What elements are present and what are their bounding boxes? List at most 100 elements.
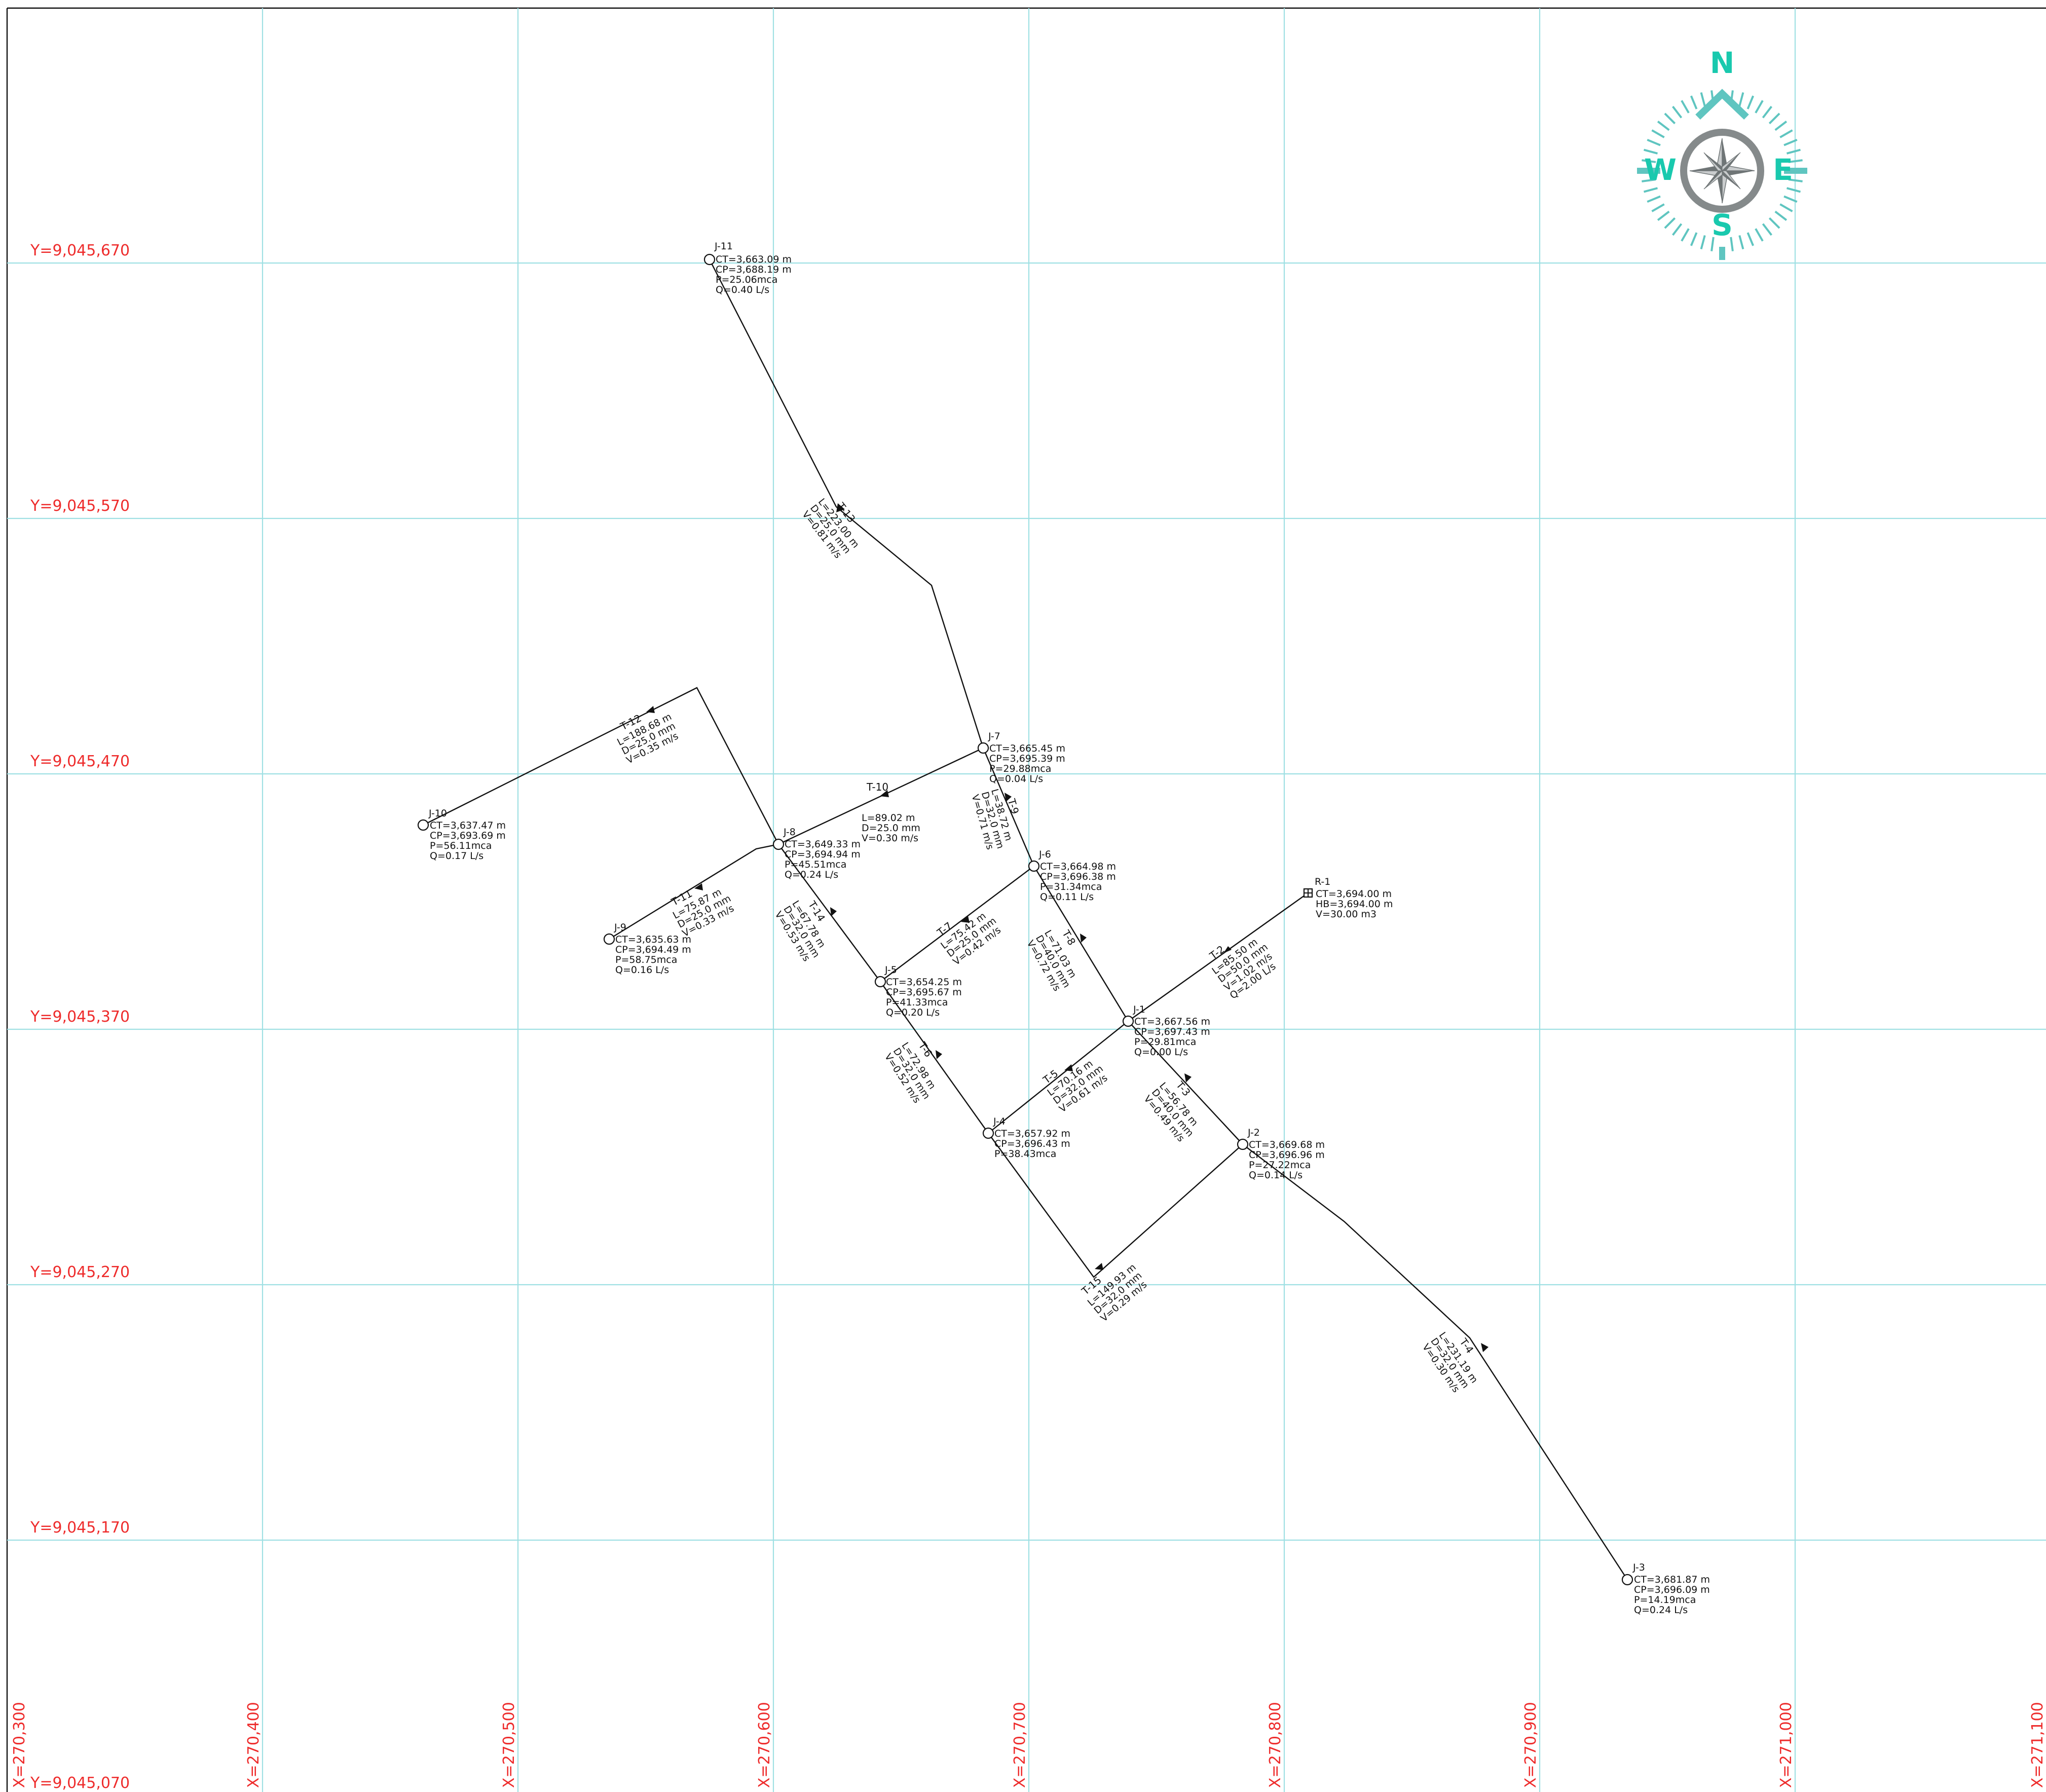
compass-tick bbox=[1642, 178, 1656, 182]
node-line: Q=0.14 L/s bbox=[1249, 1170, 1303, 1181]
compass-west-bar-icon bbox=[1637, 168, 1660, 174]
junction-j5[interactable] bbox=[874, 976, 886, 988]
label-t13: T-13 L=223.00 m D=25.0 mm V=0.81 m/s bbox=[800, 496, 861, 560]
flow-arrow-t9 bbox=[1005, 793, 1012, 802]
x-label: X=270,700 bbox=[1011, 1702, 1029, 1788]
compass-rose: N S E W bbox=[1637, 46, 1807, 260]
node-line: CP=3,696.43 m bbox=[994, 1138, 1070, 1149]
node-line: CT=3,649.33 m bbox=[785, 839, 861, 850]
compass-tick bbox=[1690, 95, 1698, 109]
node-line: P=14.19mca bbox=[1634, 1594, 1696, 1606]
junction-j10[interactable] bbox=[417, 819, 429, 831]
label-j3: J-3 CT=3,681.87 m CP=3,696.09 m P=14.19m… bbox=[1632, 1562, 1710, 1616]
compass-tick bbox=[1788, 178, 1803, 182]
x-label: X=270,900 bbox=[1522, 1702, 1540, 1788]
compass-e: E bbox=[1773, 153, 1793, 187]
pipe-t6[interactable] bbox=[880, 981, 989, 1134]
compass-tick bbox=[1779, 129, 1793, 138]
y-label: Y=9,045,070 bbox=[30, 1774, 130, 1792]
node-id: J-1 bbox=[1133, 1004, 1145, 1015]
compass-tick bbox=[1700, 92, 1706, 107]
label-t5: T-5 L=70.16 m D=32.0 mm V=0.61 m/s bbox=[1040, 1058, 1110, 1114]
pipe-t8[interactable] bbox=[1033, 866, 1129, 1022]
pipe-t13[interactable] bbox=[709, 259, 984, 749]
reservoir-r1[interactable] bbox=[1303, 888, 1313, 898]
flow-arrow-t11 bbox=[694, 883, 703, 890]
pipe-t11[interactable] bbox=[609, 843, 779, 940]
flow-arrow-t4 bbox=[1481, 1343, 1489, 1352]
x-coordinate-labels: X=270,300 X=270,400 X=270,500 X=270,600 … bbox=[11, 1702, 2046, 1788]
pipe-t9[interactable] bbox=[982, 748, 1035, 867]
node-line: P=38.43mca bbox=[994, 1148, 1056, 1160]
pipe-t5[interactable] bbox=[988, 1021, 1129, 1134]
compass-tick bbox=[1786, 187, 1801, 193]
node-line: P=25.06mca bbox=[716, 274, 777, 285]
pipe-t2[interactable] bbox=[1128, 892, 1309, 1022]
pipe-t15[interactable] bbox=[988, 1133, 1243, 1278]
node-line: Q=0.11 L/s bbox=[1040, 891, 1094, 903]
label-j10: J-10 CT=3,637.47 m CP=3,693.69 m P=56.11… bbox=[428, 808, 506, 862]
label-j7: J-7 CT=3,665.45 m CP=3,695.39 m P=29.88m… bbox=[988, 731, 1065, 785]
compass-tick bbox=[1746, 232, 1755, 246]
label-t9: T-9 L=38.72 m D=32.0 mm V=0.71 m/s bbox=[970, 788, 1022, 851]
node-line: P=27.22mca bbox=[1249, 1160, 1311, 1171]
x-label: X=270,400 bbox=[245, 1702, 263, 1788]
compass-tick bbox=[1746, 95, 1755, 109]
node-id: J-8 bbox=[783, 827, 796, 838]
node-line: CT=3,669.68 m bbox=[1249, 1139, 1325, 1150]
junction-j8[interactable] bbox=[772, 838, 785, 850]
node-line: CT=3,654.25 m bbox=[886, 977, 962, 988]
compass-tick bbox=[1681, 100, 1690, 114]
flow-arrow-t5 bbox=[1064, 1064, 1073, 1071]
y-label: Y=9,045,570 bbox=[30, 497, 130, 515]
compass-tick bbox=[1664, 217, 1676, 229]
node-line: CT=3,657.92 m bbox=[994, 1128, 1070, 1139]
pipe-t7[interactable] bbox=[880, 866, 1034, 982]
junction-j1[interactable] bbox=[1122, 1015, 1134, 1027]
node-line: CP=3,693.69 m bbox=[430, 830, 506, 841]
compass-tick bbox=[1788, 159, 1803, 163]
compass-tick bbox=[1779, 203, 1793, 212]
compass-east-bar-icon bbox=[1784, 168, 1807, 174]
flow-arrow-t10 bbox=[880, 790, 889, 797]
y-label: Y=9,045,470 bbox=[30, 753, 130, 770]
node-line: CT=3,635.63 m bbox=[615, 934, 691, 945]
compass-tick bbox=[1657, 210, 1670, 221]
x-label: X=270,300 bbox=[11, 1702, 28, 1788]
node-line: P=29.88mca bbox=[989, 763, 1051, 774]
y-label: Y=9,045,670 bbox=[30, 242, 130, 259]
junction-j2[interactable] bbox=[1237, 1138, 1249, 1150]
compass-tick bbox=[1657, 121, 1670, 131]
pipe-t12[interactable] bbox=[423, 687, 779, 845]
junction-j7[interactable] bbox=[977, 742, 989, 754]
compass-tick bbox=[1647, 195, 1661, 203]
label-t7: T-7 L=75.42 m D=25.0 mm V=0.42 m/s bbox=[935, 910, 1003, 967]
node-line: CT=3,664.98 m bbox=[1040, 861, 1116, 872]
junction-j3[interactable] bbox=[1621, 1574, 1633, 1586]
node-line: CP=3,694.49 m bbox=[615, 944, 691, 955]
junction-j11[interactable] bbox=[703, 253, 716, 266]
junction-j6[interactable] bbox=[1028, 860, 1040, 872]
node-line: CT=3,637.47 m bbox=[430, 820, 506, 831]
node-line: Q=0.20 L/s bbox=[886, 1007, 940, 1018]
flow-arrow-t12 bbox=[646, 706, 655, 713]
pipe-line: D=25.0 mm bbox=[862, 823, 920, 834]
compass-tick bbox=[1643, 187, 1658, 193]
compass-tick bbox=[1642, 159, 1656, 163]
compass-n: N bbox=[1710, 46, 1735, 80]
pipe-labels: T-13 L=223.00 m D=25.0 mm V=0.81 m/s T-1… bbox=[615, 496, 1480, 1394]
compass-w: W bbox=[1644, 153, 1677, 187]
flow-arrow-t6 bbox=[936, 1050, 942, 1059]
y-coordinate-labels: Y=9,045,670 Y=9,045,570 Y=9,045,470 Y=9,… bbox=[30, 242, 130, 1792]
compass-tick bbox=[1651, 129, 1665, 138]
compass-s: S bbox=[1712, 208, 1733, 242]
compass-tick bbox=[1700, 235, 1706, 250]
pipe-t3[interactable] bbox=[1128, 1021, 1243, 1145]
node-line: CP=3,696.96 m bbox=[1249, 1149, 1325, 1161]
junction-j4[interactable] bbox=[982, 1127, 994, 1139]
node-id: J-5 bbox=[884, 964, 897, 976]
pipe-t14[interactable] bbox=[778, 844, 881, 982]
pipe-t4[interactable] bbox=[1242, 1144, 1628, 1580]
junction-j9[interactable] bbox=[603, 933, 615, 945]
node-line: CP=3,697.43 m bbox=[1134, 1026, 1210, 1037]
